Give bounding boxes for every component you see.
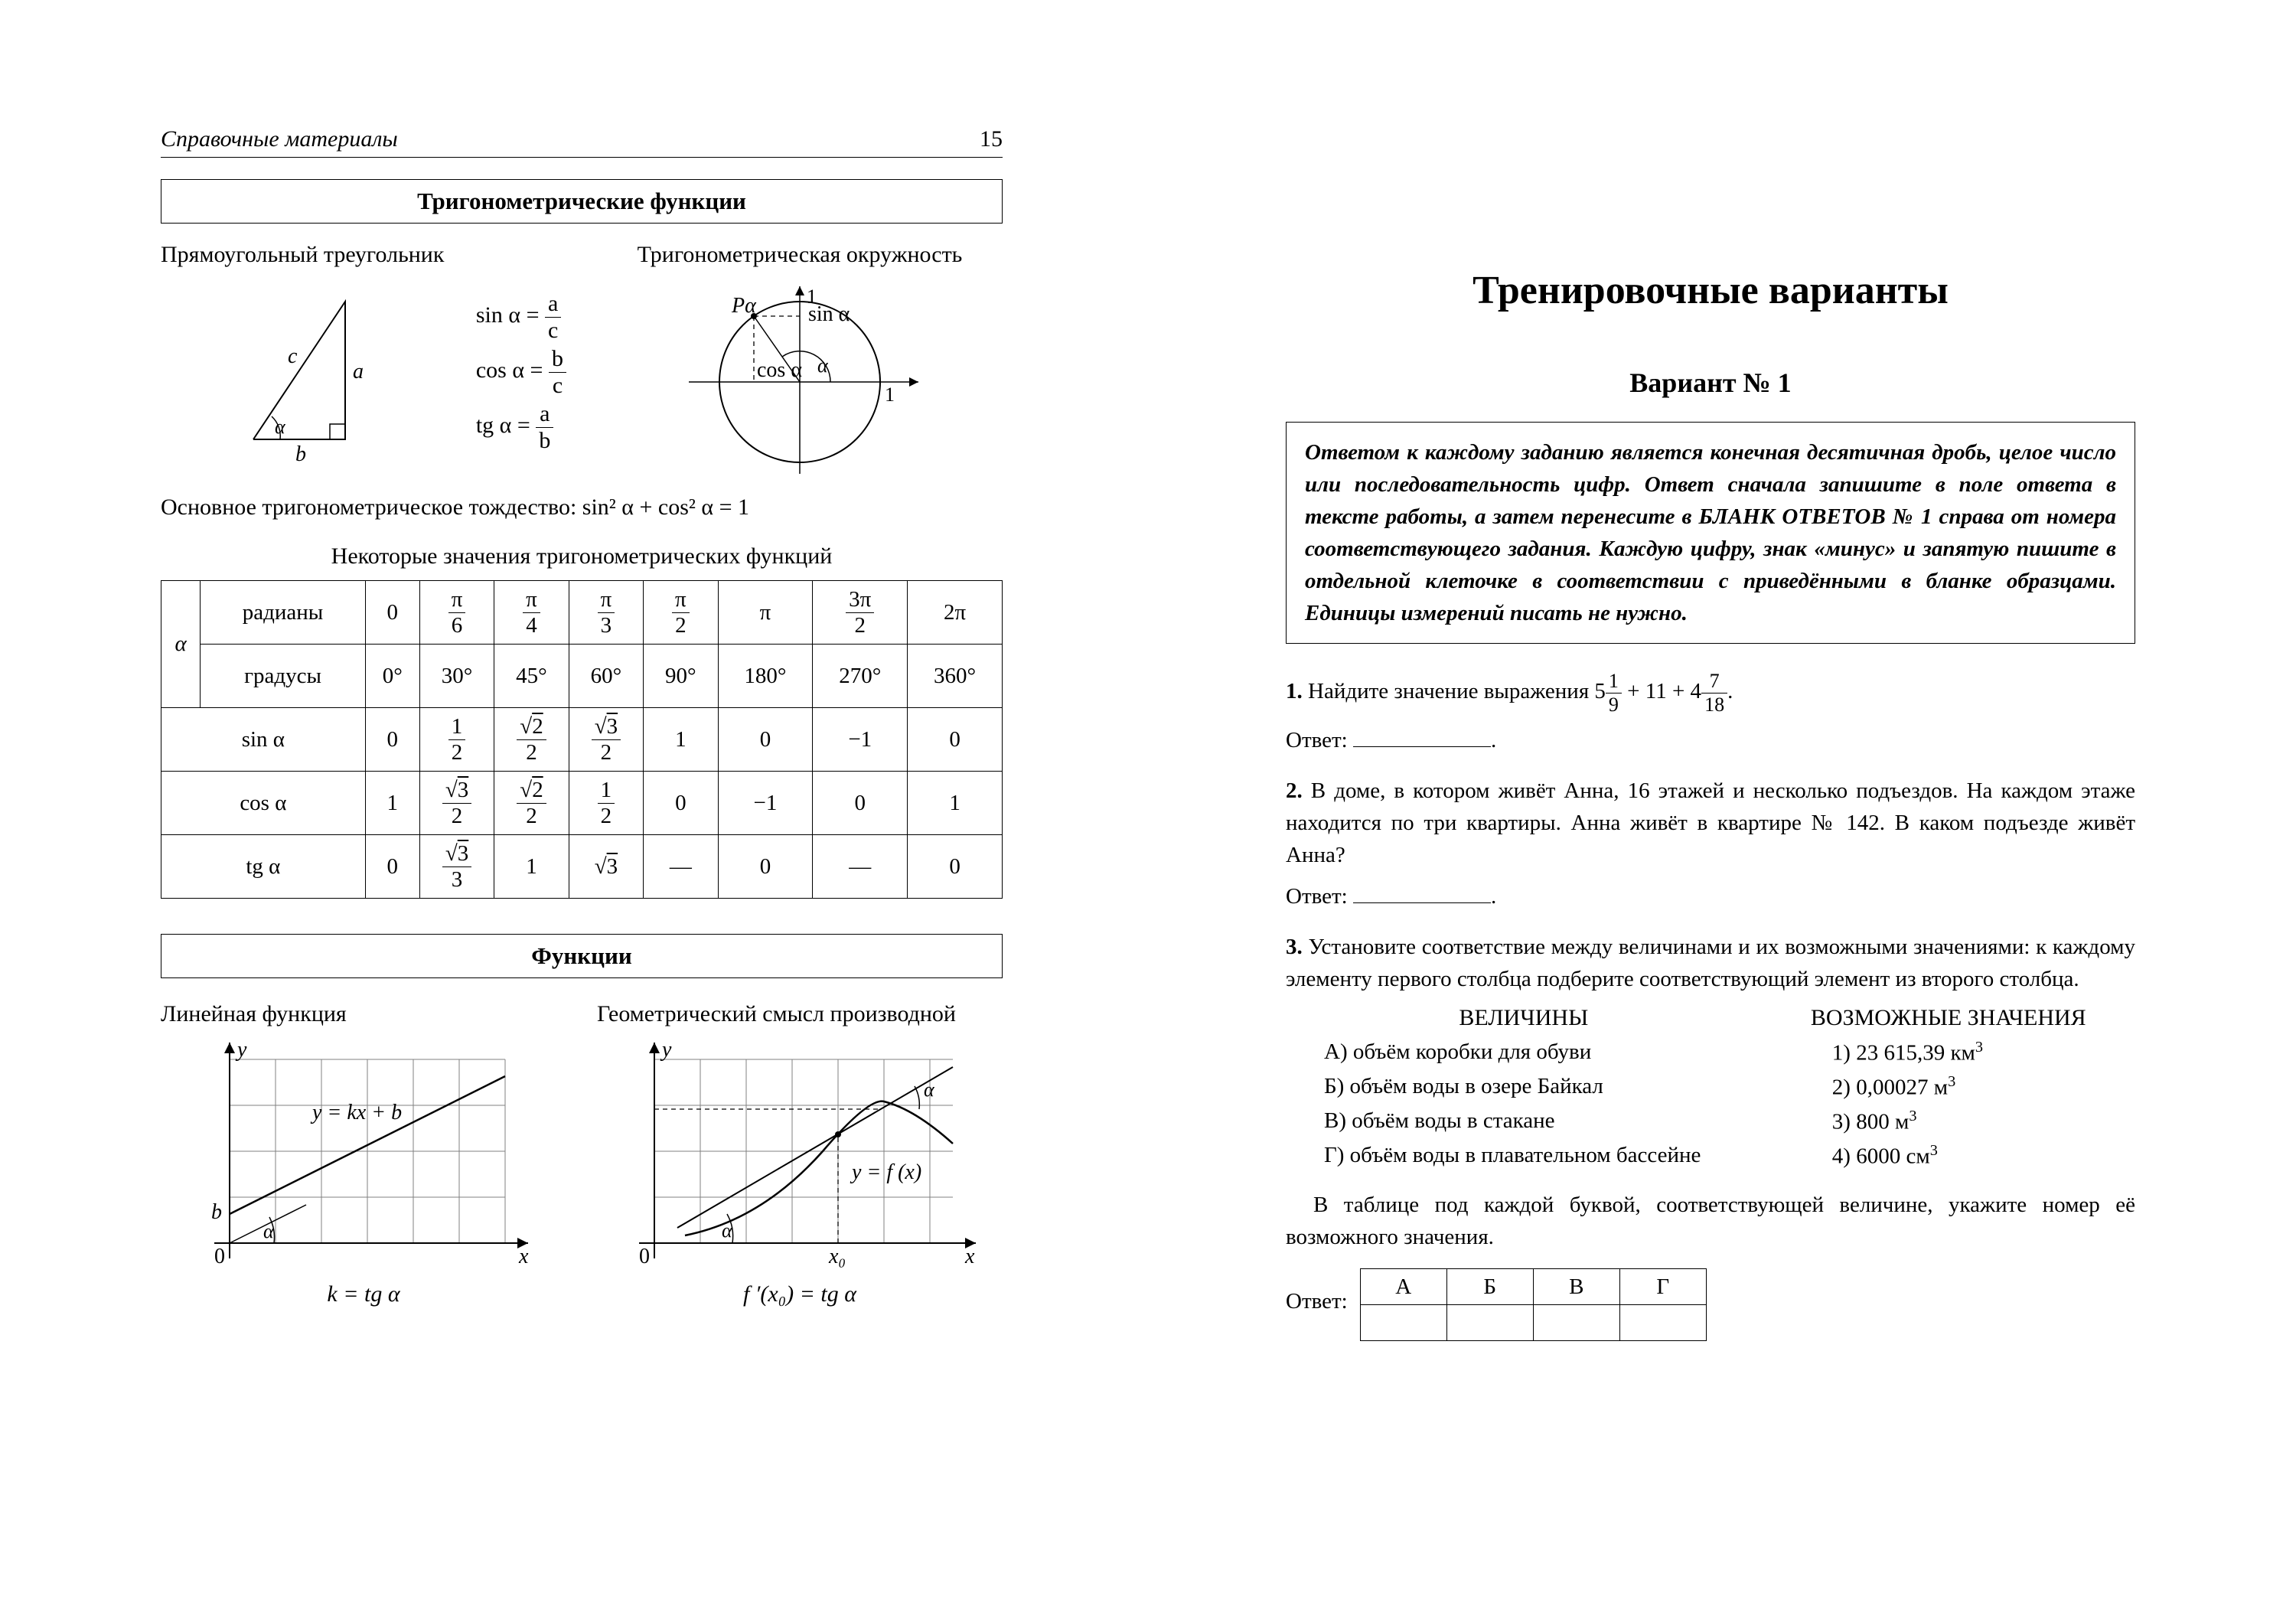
- task-2-answer: Ответ: .: [1286, 880, 2135, 909]
- unit-circle-title: Тригонометрическая окружность: [597, 242, 1003, 268]
- svg-text:1: 1: [807, 286, 817, 308]
- running-head: Справочные материалы 15: [161, 126, 1003, 158]
- svg-text:0: 0: [214, 1245, 225, 1268]
- task-3-hint: В таблице под каждой буквой, соответству…: [1286, 1189, 2135, 1253]
- trig-identity: Основное тригонометрическое тождество: s…: [161, 494, 1003, 521]
- svg-text:b: b: [295, 442, 306, 462]
- page-number: 15: [980, 126, 1003, 152]
- svg-text:1: 1: [885, 383, 895, 406]
- svg-text:x: x: [518, 1245, 529, 1268]
- svg-text:α: α: [722, 1219, 733, 1242]
- functions-row: Линейная функция: [161, 997, 1003, 1307]
- match-headers: ВЕЛИЧИНЫ ВОЗМОЖНЫЕ ЗНАЧЕНИЯ: [1286, 1005, 2135, 1031]
- right-triangle-block: Прямоугольный треугольник c a b α sin α …: [161, 242, 566, 478]
- answer-cell[interactable]: [1533, 1305, 1619, 1341]
- svg-text:a: a: [353, 360, 364, 383]
- left-page: Справочные материалы 15 Тригонометрическ…: [0, 0, 1148, 1622]
- linear-fn-title: Линейная функция: [161, 1001, 566, 1027]
- svg-text:cos α: cos α: [757, 358, 802, 382]
- deriv-fn-block: Геометрический смысл производной: [597, 997, 1003, 1307]
- deriv-fn-title: Геометрический смысл производной: [597, 1001, 1003, 1027]
- answer-blank[interactable]: [1353, 724, 1491, 747]
- deriv-fn-tangent: f ′(x₀) = tg α: [597, 1281, 1003, 1307]
- task-1-answer: Ответ: .: [1286, 724, 2135, 753]
- section-title-func: Функции: [161, 934, 1003, 978]
- svg-text:α: α: [817, 354, 829, 377]
- match-rows: А) объём коробки для обуви1) 23 615,39 к…: [1286, 1036, 2135, 1174]
- answer-table: А Б В Г: [1360, 1268, 1707, 1341]
- deriv-fn-figure: y x 0 x₀ α α y = f (x): [608, 1036, 991, 1274]
- task-1: 1. Найдите значение выражения 519 + 11 +…: [1286, 671, 2135, 715]
- cos-def: cos α = bc: [476, 343, 566, 398]
- svg-text:y = kx + b: y = kx + b: [310, 1101, 402, 1124]
- sin-def: sin α = ac: [476, 288, 566, 343]
- svg-text:0: 0: [639, 1245, 650, 1268]
- right-page: Тренировочные варианты Вариант № 1 Ответ…: [1148, 0, 2296, 1622]
- svg-text:c: c: [288, 344, 298, 368]
- running-head-text: Справочные материалы: [161, 126, 398, 152]
- svg-text:α: α: [263, 1220, 275, 1242]
- task-2: 2. В доме, в котором живёт Анна, 16 этаж…: [1286, 775, 2135, 871]
- task-3: 3. Установите соответствие между величин…: [1286, 931, 2135, 995]
- task-3-answer: Ответ: А Б В Г: [1286, 1262, 2135, 1341]
- unit-circle-block: Тригонометрическая окружность Pα sin α c: [597, 242, 1003, 478]
- variant-title: Вариант № 1: [1286, 367, 2135, 399]
- trig-table-row-rad: α радианы 0π6π4π3 π2π3π22π: [161, 581, 1003, 645]
- trig-intro-row: Прямоугольный треугольник c a b α sin α …: [161, 242, 1003, 478]
- trig-table-row-sin: sin α 012√22√32 10−10: [161, 708, 1003, 772]
- trig-table-caption: Некоторые значения тригонометрических фу…: [161, 543, 1003, 569]
- svg-text:x₀: x₀: [828, 1245, 846, 1268]
- section-title-trig: Тригонометрические функции: [161, 179, 1003, 224]
- trig-table-row-cos: cos α 1√32√2212 0−101: [161, 772, 1003, 835]
- trig-table-row-tg: tg α 0√331√3 —0—0: [161, 835, 1003, 899]
- svg-text:x: x: [964, 1245, 975, 1268]
- trig-table-row-deg: градусы 0°30°45°60° 90°180°270°360°: [161, 645, 1003, 708]
- svg-text:y = f (x): y = f (x): [850, 1160, 921, 1184]
- tg-def: tg α = ab: [476, 398, 566, 453]
- svg-text:b: b: [211, 1200, 222, 1224]
- unit-circle-figure: Pα sin α cos α α 1 1: [673, 279, 926, 478]
- right-triangle-title: Прямоугольный треугольник: [161, 242, 566, 268]
- svg-text:y: y: [660, 1038, 672, 1062]
- linear-fn-block: Линейная функция: [161, 997, 566, 1307]
- book-spread: Справочные материалы 15 Тригонометрическ…: [0, 0, 2296, 1622]
- svg-text:α: α: [275, 416, 286, 438]
- instructions-box: Ответом к каждому заданию является конеч…: [1286, 422, 2135, 644]
- right-triangle-figure: c a b α: [230, 279, 376, 462]
- svg-text:Pα: Pα: [731, 294, 757, 318]
- svg-text:α: α: [924, 1079, 935, 1101]
- svg-text:y: y: [235, 1038, 247, 1062]
- linear-fn-tangent: k = tg α: [161, 1281, 566, 1307]
- answer-cell[interactable]: [1619, 1305, 1706, 1341]
- linear-fn-figure: y x 0 b α y = kx + b: [184, 1036, 543, 1274]
- main-title: Тренировочные варианты: [1286, 268, 2135, 313]
- trig-table: α радианы 0π6π4π3 π2π3π22π градусы 0°30°…: [161, 580, 1003, 899]
- answer-blank[interactable]: [1353, 880, 1491, 903]
- answer-cell[interactable]: [1446, 1305, 1533, 1341]
- answer-cell[interactable]: [1360, 1305, 1446, 1341]
